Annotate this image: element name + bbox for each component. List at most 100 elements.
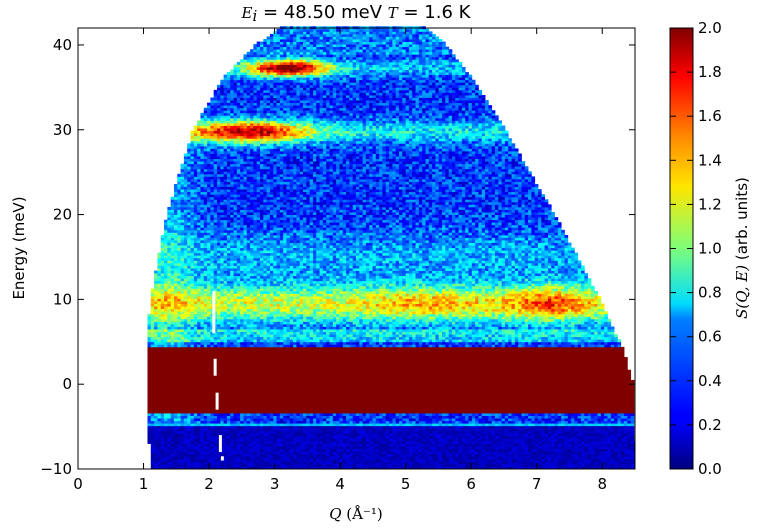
heatmap-cell [425,431,429,434]
heatmap-cell [531,393,535,396]
heatmap-cell [485,428,489,431]
heatmap-cell [273,418,277,421]
heatmap-cell [214,461,218,464]
heatmap-cell [167,446,171,449]
heatmap-cell [452,444,456,447]
heatmap-cell [545,428,549,431]
heatmap-cell [290,388,294,391]
heatmap-cell [184,405,188,408]
heatmap-cell [607,444,611,447]
heatmap-cell [508,454,512,457]
heatmap-cell [528,408,532,411]
heatmap-cell [584,395,588,398]
heatmap-cell [591,398,595,401]
heatmap-cell [475,461,479,464]
heatmap-cell [313,441,317,444]
heatmap-cell [498,431,502,434]
heatmap-cell [416,454,420,457]
heatmap-cell [617,431,621,434]
heatmap-cell [429,395,433,398]
heatmap-cell [243,444,247,447]
heatmap-cell [283,388,287,391]
heatmap-cell [356,426,360,429]
heatmap-cell [614,456,618,459]
heatmap-cell [230,456,234,459]
heatmap-cell [591,385,595,388]
heatmap-cell [558,416,562,419]
heatmap-cell [624,410,628,413]
heatmap-cell [406,388,410,391]
heatmap-cell [627,444,631,447]
heatmap-cell [568,393,572,396]
heatmap-cell [323,454,327,457]
heatmap-cell [604,403,608,406]
heatmap-cell [363,436,367,439]
heatmap-cell [528,438,532,441]
heatmap-cell [521,436,525,439]
heatmap-cell [512,383,516,386]
heatmap-cell [382,441,386,444]
heatmap-cell [191,431,195,434]
heatmap-cell [353,426,357,429]
heatmap-cell [250,456,254,459]
heatmap-cell [263,400,267,403]
heatmap-cell [452,405,456,408]
heatmap-cell [455,388,459,391]
heatmap-cell [525,428,529,431]
heatmap-cell [442,446,446,449]
heatmap-cell [439,441,443,444]
heatmap-cell [260,428,264,431]
heatmap-cell [270,408,274,411]
heatmap-cell [617,403,621,406]
heatmap-cell [564,438,568,441]
heatmap-cell [432,426,436,429]
heatmap-cell [200,464,204,467]
heatmap-cell [425,444,429,447]
heatmap-cell [306,441,310,444]
heatmap-cell [323,438,327,441]
heatmap-cell [389,428,393,431]
heatmap-cell [525,423,529,426]
heatmap-cell [257,464,261,467]
heatmap-cell [627,390,631,393]
heatmap-cell [574,456,578,459]
heatmap-cell [343,441,347,444]
heatmap-cell [346,446,350,449]
heatmap-cell [167,410,171,413]
heatmap-cell [581,449,585,452]
heatmap-cell [151,413,155,416]
heatmap-cell [343,416,347,419]
heatmap-cell [561,418,565,421]
heatmap-cell [564,421,568,424]
heatmap-cell [548,385,552,388]
heatmap-cell [214,441,218,444]
heatmap-cell [406,426,410,429]
heatmap-cell [290,390,294,393]
heatmap-cell [468,405,472,408]
heatmap-cell [492,446,496,449]
heatmap-cell [184,456,188,459]
heatmap-cell [472,449,476,452]
heatmap-cell [320,405,324,408]
heatmap-cell [310,426,314,429]
heatmap-cell [306,451,310,454]
heatmap-cell [462,398,466,401]
heatmap-cell [277,398,281,401]
heatmap-cell [449,456,453,459]
heatmap-cell [601,403,605,406]
heatmap-cell [498,400,502,403]
heatmap-cell [627,398,631,401]
heatmap-cell [488,398,492,401]
heatmap-cell [174,421,178,424]
heatmap-cell [574,423,578,426]
heatmap-cell [253,413,257,416]
heatmap-cell [330,421,334,424]
heatmap-cell [449,383,453,386]
heatmap-cell [197,403,201,406]
heatmap-cell [164,410,168,413]
heatmap-cell [588,456,592,459]
heatmap-cell [406,441,410,444]
heatmap-cell [369,395,373,398]
heatmap-cell [429,413,433,416]
heatmap-cell [369,441,373,444]
